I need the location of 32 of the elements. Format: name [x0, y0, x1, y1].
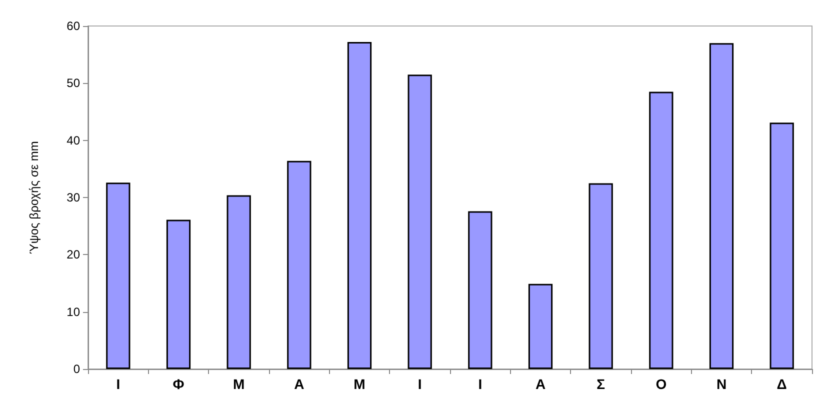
bar	[166, 220, 191, 369]
bar	[649, 92, 674, 369]
x-tick-label: Α	[294, 376, 304, 392]
y-tick-label: 0	[73, 362, 80, 376]
bar	[528, 284, 553, 369]
bar	[347, 42, 372, 369]
bar	[709, 43, 734, 369]
x-tick-label: Ν	[716, 376, 727, 392]
y-tick-label: 60	[66, 19, 80, 33]
bar	[588, 183, 613, 369]
bar	[468, 211, 492, 369]
x-tick-label: Ι	[418, 376, 422, 392]
y-tick-label: 20	[66, 248, 80, 262]
bar	[770, 122, 794, 369]
x-tick-label: Φ	[172, 376, 185, 392]
x-tick-label: Μ	[354, 376, 366, 392]
x-tick-label: Σ	[596, 376, 606, 392]
x-tick-label: Δ	[776, 376, 787, 392]
y-tick-label: 10	[66, 304, 80, 319]
bar	[226, 195, 251, 369]
y-tick-label: 50	[66, 76, 80, 90]
x-tick-label: Μ	[232, 376, 245, 392]
bar	[106, 182, 130, 369]
bar	[287, 160, 312, 369]
x-tick-label: Ο	[656, 376, 667, 392]
y-tick-label: 40	[66, 133, 80, 148]
bar	[408, 74, 432, 369]
x-tick-label: Ι	[478, 376, 482, 392]
y-tick-label: 30	[66, 190, 80, 204]
x-tick-label: Α	[535, 376, 546, 392]
x-tick-label: Ι	[116, 376, 120, 392]
y-axis-title: Ύψος βροχής σε mm	[27, 141, 41, 254]
